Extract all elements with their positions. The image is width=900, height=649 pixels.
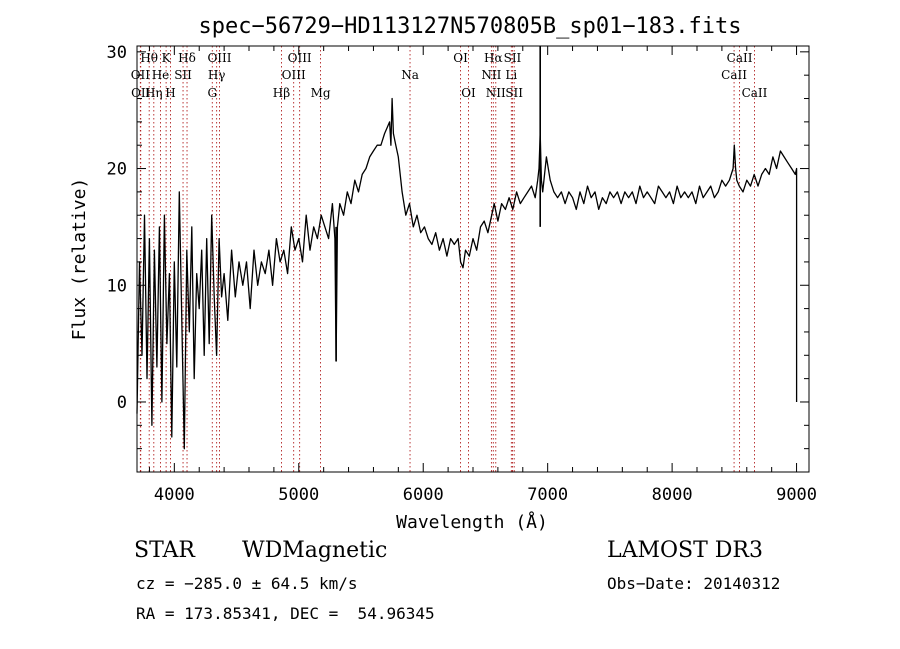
- obs-date: Obs−Date: 20140312: [607, 574, 781, 593]
- x-axis: 4000 5000 6000 7000 8000 9000: [148, 46, 817, 505]
- line-label-10: Hγ: [208, 68, 226, 82]
- spectrum-series-line: [136, 97, 798, 450]
- line-label-9: OIII: [207, 51, 231, 65]
- coordinates: RA = 173.85341, DEC = 54.96345: [136, 604, 435, 623]
- chart-title: spec−56729−HD113127N570805B_sp01−183.fit…: [198, 14, 741, 39]
- x-tick-label: 6000: [403, 485, 444, 505]
- line-label-5: He: [152, 68, 170, 82]
- line-label-6: H: [165, 86, 175, 100]
- line-label-15: Mg: [311, 86, 331, 100]
- spectrum-spikes: [335, 46, 542, 362]
- x-tick-label: 5000: [278, 485, 319, 505]
- line-label-2: OII: [131, 86, 151, 100]
- line-label-4: K: [162, 51, 172, 65]
- line-label-16: Na: [401, 68, 419, 82]
- object-class: STAR: [134, 538, 195, 563]
- y-tick-label: 30: [107, 43, 127, 63]
- line-label-0: Hθ: [140, 51, 158, 65]
- line-label-18: OI: [461, 86, 476, 100]
- line-label-19: Hα: [484, 51, 503, 65]
- y-tick-label: 10: [107, 276, 127, 296]
- x-tick-label: 7000: [527, 485, 568, 505]
- line-label-12: Hβ: [273, 86, 290, 100]
- survey-name: LAMOST DR3: [607, 538, 763, 563]
- y-tick-label: 20: [107, 160, 127, 180]
- plot-frame: [136, 45, 810, 473]
- line-label-14: OIII: [288, 51, 312, 65]
- line-label-25: CaII: [727, 51, 753, 65]
- x-tick-label: 9000: [776, 485, 817, 505]
- y-tick-label: 0: [117, 393, 127, 413]
- line-label-7: SII: [174, 68, 192, 82]
- line-label-23: Li: [505, 68, 517, 82]
- x-tick-label: 4000: [154, 485, 195, 505]
- y-axis-label: Flux (relative): [69, 178, 90, 341]
- line-label-21: NII: [486, 86, 506, 100]
- line-label-24: SII: [505, 86, 523, 100]
- x-tick-label: 8000: [652, 485, 693, 505]
- line-label-13: OIII: [282, 68, 306, 82]
- redshift-value: cz = −285.0 ± 64.5 km/s: [136, 574, 358, 593]
- line-label-17: OI: [453, 51, 468, 65]
- y-axis: 0 10 20 30: [107, 43, 809, 473]
- line-label-8: Hδ: [178, 51, 196, 65]
- line-label-20: NII: [481, 68, 501, 82]
- line-label-27: CaII: [742, 86, 768, 100]
- line-label-11: G: [207, 86, 217, 100]
- line-label-22: SII: [504, 51, 522, 65]
- line-label-3: Hη: [145, 86, 163, 100]
- x-axis-label: Wavelength (Å): [396, 511, 548, 533]
- line-label-26: CaII: [721, 68, 747, 82]
- object-subclass: WDMagnetic: [242, 538, 388, 563]
